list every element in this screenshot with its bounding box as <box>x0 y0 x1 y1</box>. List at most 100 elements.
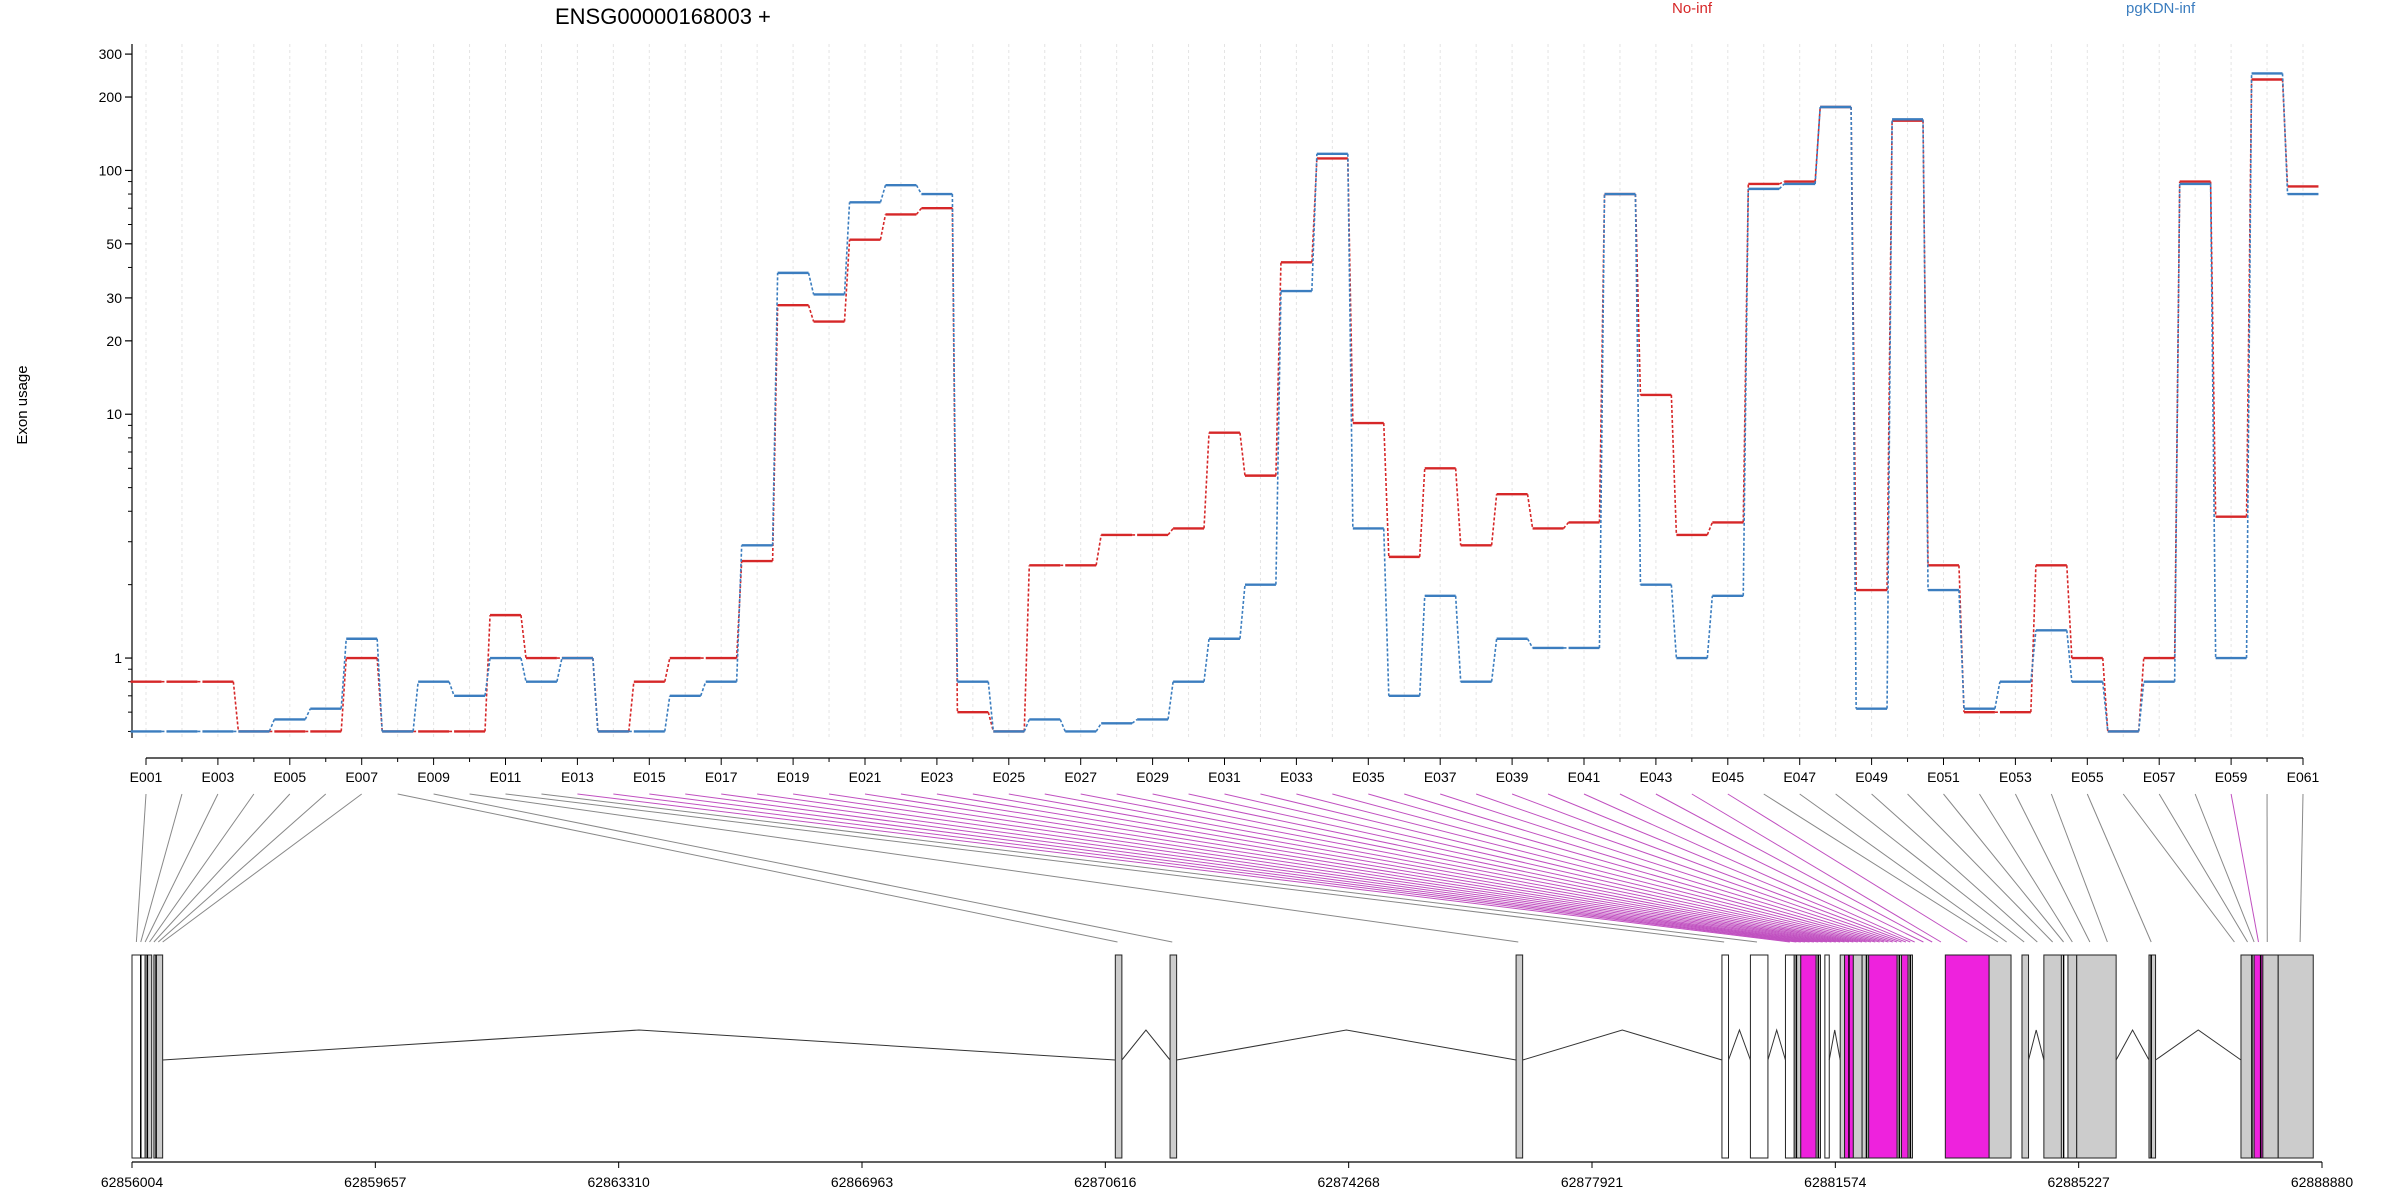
exon-block <box>1868 954 1898 1159</box>
x-tick-label: E039 <box>1496 769 1529 785</box>
exon-block <box>153 954 164 1159</box>
exon-connector <box>2122 793 2235 943</box>
legend-no-inf: No-inf <box>1672 0 1713 17</box>
exon-connector <box>1511 793 1907 943</box>
series-connector <box>1023 565 1031 732</box>
exon-connector <box>397 793 1118 943</box>
exon-block <box>1861 954 1870 1159</box>
genomic-tick-label: 62866963 <box>831 1174 894 1190</box>
exon-connector <box>140 793 183 943</box>
exon-connector <box>721 793 1810 943</box>
intron-line <box>1828 1029 1841 1061</box>
series-connector <box>1742 188 1750 596</box>
series-connector <box>1167 681 1174 720</box>
x-tick-label: E057 <box>2143 769 2176 785</box>
series-connector <box>2066 630 2073 682</box>
exon-connector <box>1583 793 1915 943</box>
series-connector <box>987 681 995 732</box>
series-connector <box>1670 584 1678 659</box>
exon-block <box>2148 954 2157 1159</box>
exon-connector <box>1188 793 1867 943</box>
x-tick-label: E043 <box>1640 769 1673 785</box>
series-connector <box>556 657 563 682</box>
series-connector <box>268 719 276 732</box>
series-connector <box>951 194 959 682</box>
exon-block <box>2060 954 2069 1159</box>
series-connector <box>1886 119 1893 709</box>
exon-connector <box>900 793 1832 943</box>
exon-block <box>1901 954 1909 1159</box>
exon-connector <box>1080 793 1854 943</box>
series-connector <box>2066 565 2073 659</box>
exon-connector <box>864 793 1828 943</box>
y-tick-label: 1 <box>114 650 122 666</box>
genomic-tick-label: 62874268 <box>1318 1174 1381 1190</box>
series-connector <box>1598 194 1606 648</box>
series-connector <box>2101 657 2109 732</box>
exon-block <box>1169 954 1178 1159</box>
series-connector <box>592 657 599 732</box>
exon-block <box>2277 954 2314 1159</box>
legend-pgkdn-inf: pgKDN-inf <box>2126 0 2196 17</box>
series-connector <box>663 657 671 682</box>
series-connector <box>735 560 743 659</box>
grid-lines <box>145 44 2304 738</box>
series-connector <box>1490 638 1498 682</box>
x-tick-label: E031 <box>1208 769 1241 785</box>
intron-line <box>2028 1029 2045 1061</box>
series-connector <box>2173 183 2181 682</box>
series-connector <box>1922 119 1929 591</box>
y-axis-label: Exon usage <box>14 365 31 444</box>
y-tick-label: 300 <box>99 46 123 62</box>
exon-block <box>2253 954 2264 1159</box>
x-tick-label: E005 <box>273 769 306 785</box>
series-connector <box>232 681 240 732</box>
gene-model <box>131 954 2314 1159</box>
exon-connector <box>2230 793 2259 943</box>
x-tick-label: E061 <box>2287 769 2320 785</box>
series-connector <box>520 657 527 682</box>
series-connector <box>915 184 923 195</box>
exon-block <box>1749 954 1769 1159</box>
intron-line <box>162 1029 1116 1061</box>
x-tick-label: E059 <box>2215 769 2248 785</box>
series-lines <box>130 72 2319 733</box>
exon-connector <box>1943 793 2064 943</box>
x-tick-label: E013 <box>561 769 594 785</box>
genomic-tick-label: 62859657 <box>344 1174 407 1190</box>
x-tick-label: E055 <box>2071 769 2104 785</box>
exon-connector <box>135 793 147 943</box>
series-connector <box>1778 180 1785 185</box>
chart-title: ENSG00000168003 + <box>555 4 771 29</box>
series-connector <box>1634 194 1642 395</box>
x-tick-label: E023 <box>921 769 954 785</box>
series-connector <box>1347 153 1354 529</box>
y-tick-label: 100 <box>99 162 123 178</box>
x-tick-label: E051 <box>1927 769 1960 785</box>
series-connector <box>2030 565 2037 713</box>
series-connector <box>1382 423 1390 557</box>
y-tick-label: 50 <box>106 236 122 252</box>
exon-connector <box>1799 793 2007 943</box>
intron-line <box>1728 1028 1751 1061</box>
series-connector <box>879 184 887 203</box>
x-tick-label: E017 <box>705 769 738 785</box>
x-tick-label: E003 <box>202 769 235 785</box>
exon-connector <box>1979 793 2073 943</box>
exon-block <box>2043 954 2062 1159</box>
series-connector <box>879 214 887 240</box>
exon-connector <box>2050 793 2108 943</box>
exon-connector <box>613 793 1797 943</box>
exon-connector <box>2086 793 2152 943</box>
y-tick-label: 30 <box>106 290 122 306</box>
x-tick-label: E015 <box>633 769 666 785</box>
series-connector <box>1239 432 1246 476</box>
x-tick-label: E009 <box>417 769 450 785</box>
exon-block <box>1824 954 1830 1159</box>
x-tick-label: E045 <box>1711 769 1744 785</box>
exon-connector <box>1332 793 1885 943</box>
exon-block <box>1721 954 1730 1159</box>
series-connector <box>2245 73 2253 659</box>
exon-connector <box>1835 793 2025 943</box>
